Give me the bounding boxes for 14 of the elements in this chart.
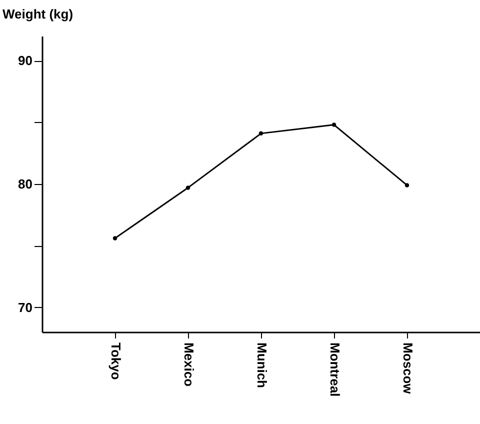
x-tick-label: Munich <box>254 342 270 388</box>
y-axis-title: Weight (kg) <box>2 6 74 22</box>
point <box>332 122 336 127</box>
x-tick-label: Moscow <box>400 342 416 395</box>
x-tick-label: Montreal <box>328 342 342 397</box>
x-tick-label: Mexico <box>182 342 196 387</box>
point <box>404 183 410 188</box>
x-tick-label: Tokyo <box>108 342 124 380</box>
point <box>258 131 264 136</box>
y-tick-label: 90 <box>18 53 32 68</box>
y-tick-label: 70 <box>18 300 32 315</box>
y-tick-label: 80 <box>18 176 32 192</box>
point <box>186 186 190 190</box>
point <box>112 236 118 240</box>
